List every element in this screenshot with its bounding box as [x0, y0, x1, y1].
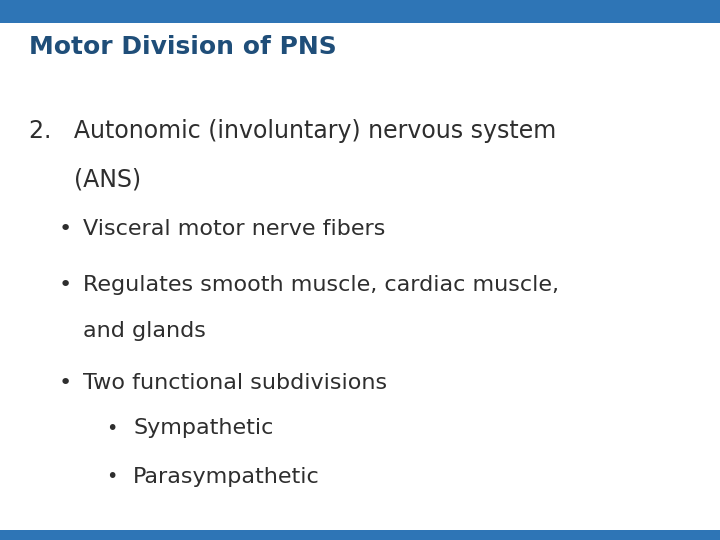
- Text: •: •: [106, 467, 117, 486]
- Text: 2.   Autonomic (involuntary) nervous system: 2. Autonomic (involuntary) nervous syste…: [29, 119, 556, 143]
- Text: •: •: [58, 373, 71, 393]
- Text: •: •: [58, 275, 71, 295]
- Text: Motor Division of PNS: Motor Division of PNS: [29, 35, 336, 59]
- Text: Sympathetic: Sympathetic: [133, 418, 274, 438]
- Bar: [0, 530, 720, 540]
- Text: Two functional subdivisions: Two functional subdivisions: [83, 373, 387, 393]
- Text: and glands: and glands: [83, 321, 206, 341]
- Text: (ANS): (ANS): [29, 167, 141, 191]
- Text: Visceral motor nerve fibers: Visceral motor nerve fibers: [83, 219, 385, 239]
- Text: •: •: [58, 219, 71, 239]
- Bar: [0, 0, 720, 23]
- Text: •: •: [106, 418, 117, 437]
- Text: Parasympathetic: Parasympathetic: [133, 467, 320, 487]
- Text: Regulates smooth muscle, cardiac muscle,: Regulates smooth muscle, cardiac muscle,: [83, 275, 559, 295]
